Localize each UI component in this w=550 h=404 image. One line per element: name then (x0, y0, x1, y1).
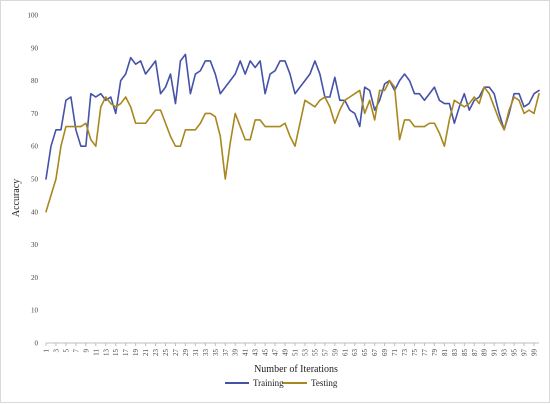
x-tick-label: 51 (291, 349, 299, 357)
x-tick-label: 19 (132, 349, 140, 357)
x-tick-label: 23 (152, 349, 160, 357)
x-tick-label: 39 (232, 349, 240, 357)
x-tick-label: 91 (491, 349, 499, 357)
y-axis-title: Accuracy (11, 179, 22, 217)
x-tick-label: 27 (172, 349, 180, 357)
y-tick-label: 60 (31, 143, 39, 151)
x-tick-label: 53 (301, 349, 309, 357)
x-tick-label: 59 (331, 349, 339, 357)
x-tick-label: 77 (421, 349, 429, 357)
series-line-training (45, 53, 540, 180)
y-tick-label: 0 (35, 340, 39, 348)
x-tick-label: 73 (401, 349, 409, 357)
y-axis-ticks: 0 10 20 30 40 50 60 70 80 90 100 (28, 12, 39, 348)
x-tick-label: 95 (511, 349, 519, 357)
x-tick-label: 37 (222, 349, 230, 357)
legend-label-training: Training (253, 378, 284, 388)
x-tick-label: 41 (242, 349, 250, 357)
x-tick-label: 71 (391, 349, 399, 357)
x-tick-label: 87 (471, 349, 479, 357)
x-tick-label: 15 (112, 349, 120, 357)
y-tick-label: 100 (28, 12, 39, 20)
x-tick-label: 65 (361, 349, 369, 357)
x-tick-label: 45 (262, 349, 270, 357)
y-tick-label: 50 (31, 176, 39, 184)
x-tick-label: 99 (531, 349, 539, 357)
y-tick-label: 10 (31, 307, 39, 315)
x-axis-ticks: 1 3 5 7 9 11 13 15 17 19 21 23 25 27 29 31 33 35 37 39 41 43 4… (43, 343, 539, 356)
x-tick-label: 43 (252, 349, 260, 357)
x-tick-label: 89 (481, 349, 489, 357)
x-tick-label: 81 (441, 349, 449, 357)
y-tick-label: 80 (31, 77, 39, 85)
x-tick-label: 57 (321, 349, 329, 357)
x-tick-label: 63 (351, 349, 359, 357)
x-tick-label: 33 (202, 349, 210, 357)
x-tick-label: 79 (431, 349, 439, 357)
x-tick-label: 35 (212, 349, 220, 357)
y-tick-label: 20 (31, 274, 39, 282)
x-tick-label: 69 (381, 349, 389, 357)
x-tick-label: 3 (52, 349, 60, 353)
y-tick-label: 90 (31, 44, 39, 52)
legend-label-testing: Testing (311, 378, 338, 388)
y-tick-label: 40 (31, 208, 39, 216)
series-line-testing (45, 79, 540, 213)
x-tick-label: 1 (43, 349, 51, 353)
x-tick-label: 93 (501, 349, 509, 357)
x-tick-label: 11 (92, 349, 100, 356)
x-tick-label: 13 (102, 349, 110, 357)
x-tick-label: 61 (341, 349, 349, 357)
x-tick-label: 75 (411, 349, 419, 357)
series-layer (45, 53, 540, 213)
x-tick-label: 7 (72, 349, 80, 353)
legend: Training Testing (225, 378, 338, 388)
y-tick-label: 30 (31, 241, 39, 249)
x-tick-label: 47 (272, 349, 280, 357)
x-tick-label: 9 (82, 349, 90, 353)
x-tick-label: 17 (122, 349, 130, 357)
y-tick-label: 70 (31, 110, 39, 118)
x-tick-label: 31 (192, 349, 200, 357)
x-tick-label: 97 (521, 349, 529, 357)
x-tick-label: 5 (62, 349, 70, 353)
x-tick-label: 21 (142, 349, 150, 357)
x-axis-title: Number of Iterations (254, 364, 338, 375)
x-tick-label: 29 (182, 349, 190, 357)
x-tick-label: 55 (311, 349, 319, 357)
x-tick-label: 67 (371, 349, 379, 357)
x-tick-label: 85 (461, 349, 469, 357)
x-tick-label: 83 (451, 349, 459, 357)
x-tick-label: 25 (162, 349, 170, 357)
x-tick-label: 49 (282, 349, 290, 357)
